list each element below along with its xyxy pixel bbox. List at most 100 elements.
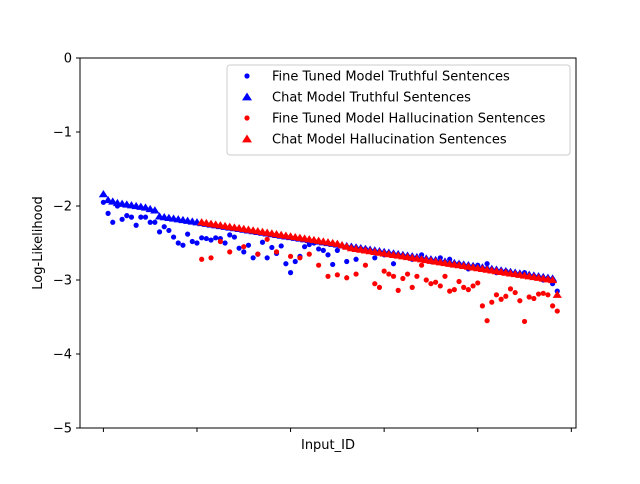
- data-point-circle: [381, 268, 387, 274]
- data-point-circle: [353, 271, 359, 277]
- data-point-circle: [161, 224, 167, 230]
- data-point-circle: [535, 291, 542, 297]
- data-point-circle: [362, 262, 369, 268]
- data-point-circle: [526, 294, 532, 300]
- data-point-circle: [259, 239, 266, 245]
- data-point-circle: [264, 255, 270, 261]
- data-point-circle: [316, 262, 322, 268]
- data-point-circle: [255, 251, 261, 257]
- data-point-triangle: [548, 275, 558, 284]
- data-point-circle: [395, 287, 401, 293]
- y-tick-label: −2: [53, 200, 72, 215]
- data-point-circle: [465, 287, 471, 293]
- data-point-circle: [414, 273, 420, 279]
- data-point-circle: [334, 272, 340, 278]
- data-point-circle: [222, 240, 228, 246]
- data-point-circle: [273, 249, 280, 255]
- data-point-circle: [180, 242, 186, 248]
- data-point-circle: [124, 213, 130, 219]
- data-point-circle: [292, 258, 298, 265]
- data-point-circle: [325, 252, 331, 258]
- data-point-circle: [227, 232, 233, 238]
- data-point-circle: [418, 262, 425, 268]
- data-point-circle: [423, 277, 429, 283]
- data-point-circle: [330, 261, 336, 268]
- data-point-circle: [344, 258, 350, 265]
- data-point-circle: [110, 219, 116, 225]
- data-point-circle: [236, 245, 242, 251]
- y-tick-label: −3: [53, 274, 72, 289]
- data-point-circle: [199, 235, 205, 241]
- data-point-circle: [189, 238, 195, 245]
- data-point-circle: [217, 238, 223, 245]
- data-point-circle: [152, 219, 158, 225]
- data-point-circle: [231, 234, 238, 240]
- data-point-circle: [147, 219, 153, 225]
- y-axis-ticks: 0 −1 −2 −3 −4 −5: [53, 52, 80, 437]
- data-point-triangle: [150, 206, 160, 214]
- data-point-circle: [442, 273, 448, 279]
- data-point-circle: [493, 292, 500, 298]
- data-point-circle: [545, 292, 551, 298]
- legend-label: Chat Model Hallucination Sentences: [272, 133, 507, 148]
- legend: Fine Tuned Model Truthful Sentences Chat …: [226, 64, 571, 156]
- data-point-circle: [475, 280, 481, 286]
- data-point-circle: [316, 246, 322, 252]
- legend-label: Chat Model Truthful Sentences: [272, 91, 471, 106]
- data-point-circle: [100, 199, 106, 205]
- data-point-circle: [194, 240, 200, 246]
- data-point-circle: [376, 284, 383, 290]
- data-point-circle: [344, 275, 350, 281]
- data-point-circle: [531, 295, 537, 302]
- data-point-circle: [550, 303, 556, 309]
- y-tick-label: −5: [53, 422, 72, 437]
- data-point-circle: [353, 256, 359, 262]
- data-point-circle: [213, 235, 219, 241]
- data-point-circle: [156, 229, 163, 235]
- data-point-circle: [133, 222, 139, 228]
- legend-label: Fine Tuned Model Truthful Sentences: [272, 70, 510, 85]
- legend-marker-circle: [244, 115, 250, 121]
- data-point-circle: [484, 318, 490, 324]
- data-point-triangle: [98, 190, 108, 198]
- series-2: [199, 236, 560, 325]
- data-point-circle: [170, 234, 177, 240]
- data-point-circle: [517, 298, 523, 304]
- data-point-circle: [264, 236, 270, 242]
- data-point-circle: [437, 283, 443, 289]
- data-point-circle: [409, 284, 415, 290]
- data-point-circle: [325, 273, 331, 279]
- data-point-circle: [199, 256, 205, 262]
- data-point-circle: [521, 318, 528, 325]
- data-point-circle: [287, 253, 294, 259]
- data-point-circle: [302, 244, 308, 250]
- legend-marker-triangle: [242, 134, 252, 143]
- series-3: [197, 218, 562, 298]
- legend-marker-circle: [244, 73, 250, 79]
- data-point-circle: [503, 293, 509, 299]
- data-point-circle: [400, 275, 406, 282]
- data-point-circle: [175, 240, 181, 246]
- y-tick-label: 0: [64, 52, 72, 67]
- data-point-circle: [241, 249, 247, 255]
- y-tick-label: −4: [53, 348, 72, 363]
- data-point-circle: [208, 237, 214, 243]
- data-point-circle: [484, 261, 490, 267]
- data-point-circle: [250, 255, 256, 261]
- data-points-layer: [98, 190, 562, 325]
- data-point-circle: [320, 247, 326, 253]
- data-point-circle: [287, 270, 294, 276]
- data-point-circle: [447, 288, 453, 294]
- data-point-circle: [456, 278, 462, 285]
- data-point-circle: [390, 261, 397, 267]
- data-point-circle: [489, 299, 495, 305]
- data-point-circle: [428, 281, 434, 287]
- data-point-circle: [185, 231, 191, 237]
- data-point-circle: [138, 214, 144, 220]
- data-point-circle: [241, 244, 247, 250]
- data-point-circle: [119, 216, 125, 222]
- data-point-circle: [461, 284, 467, 290]
- data-point-circle: [404, 271, 411, 277]
